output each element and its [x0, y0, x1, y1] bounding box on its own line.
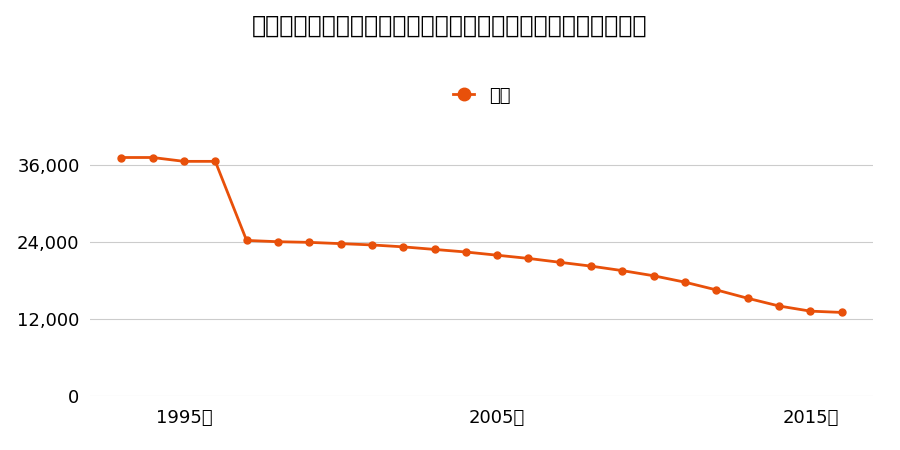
- Line: 価格: 価格: [118, 154, 845, 316]
- 価格: [836, 310, 847, 315]
- 価格: [178, 159, 189, 164]
- 価格: [241, 238, 252, 243]
- 価格: [774, 303, 785, 309]
- 価格: [461, 249, 472, 255]
- Text: 茨城県久慈郡大子町大字大子字瀬戸田８２８番４内の地価推移: 茨城県久慈郡大子町大字大子字瀬戸田８２８番４内の地価推移: [252, 14, 648, 37]
- 価格: [491, 252, 502, 258]
- 価格: [366, 242, 377, 248]
- 価格: [554, 260, 565, 265]
- 価格: [429, 247, 440, 252]
- 価格: [210, 159, 220, 164]
- 価格: [116, 155, 127, 160]
- 価格: [523, 256, 534, 261]
- 価格: [398, 244, 409, 250]
- 価格: [680, 279, 690, 285]
- 価格: [335, 241, 346, 246]
- 価格: [805, 308, 815, 314]
- 価格: [711, 287, 722, 292]
- 価格: [586, 263, 597, 269]
- 価格: [617, 268, 628, 273]
- 価格: [648, 273, 659, 279]
- 価格: [742, 296, 753, 301]
- 価格: [148, 155, 158, 160]
- 価格: [273, 239, 284, 244]
- 価格: [304, 240, 315, 245]
- Legend: 価格: 価格: [453, 86, 510, 105]
